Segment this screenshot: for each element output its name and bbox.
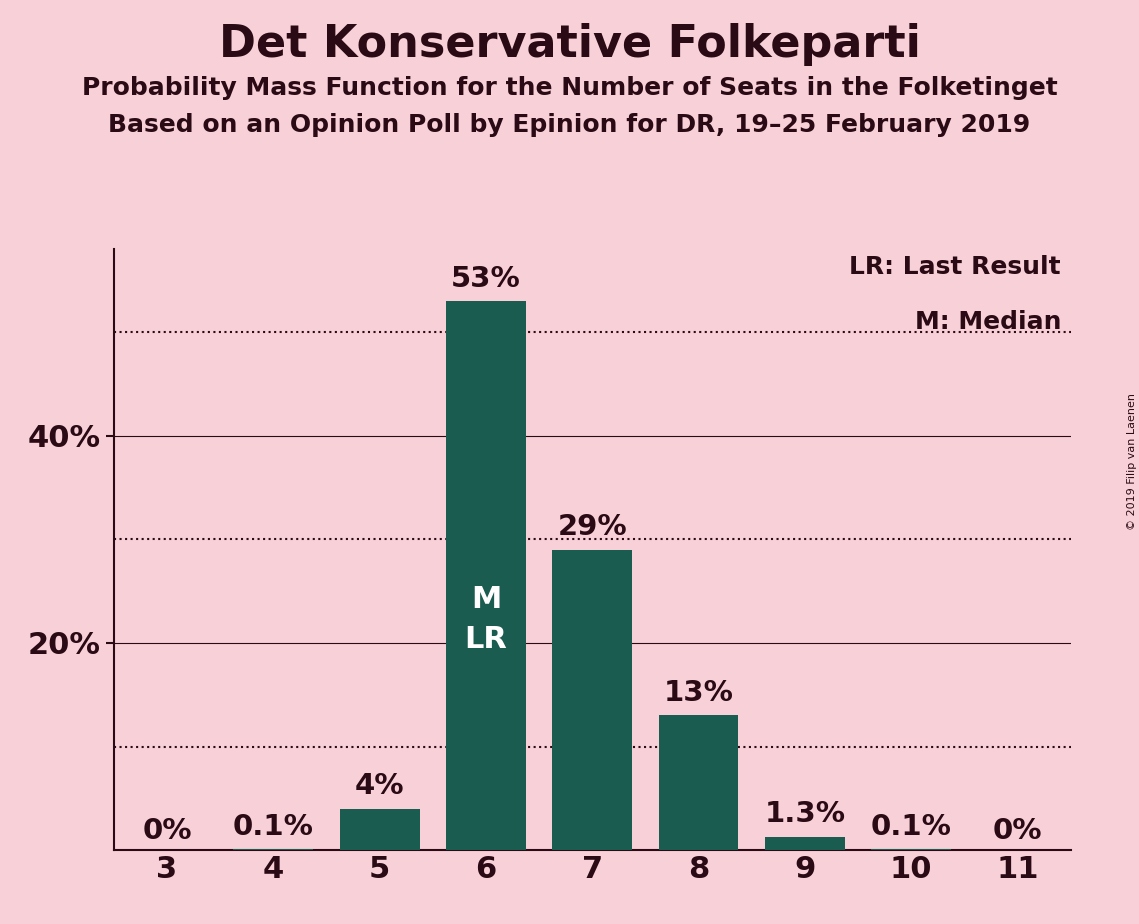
Text: 0%: 0% <box>142 817 191 845</box>
Bar <box>765 836 845 850</box>
Text: LR: Last Result: LR: Last Result <box>850 255 1062 279</box>
Bar <box>871 849 951 850</box>
Bar <box>446 301 526 850</box>
Bar <box>658 715 738 850</box>
Text: M: Median: M: Median <box>915 310 1062 334</box>
Text: 53%: 53% <box>451 265 521 293</box>
Bar <box>233 849 313 850</box>
Text: 0.1%: 0.1% <box>232 813 314 841</box>
Text: 0.1%: 0.1% <box>870 813 952 841</box>
Bar <box>552 550 632 850</box>
Text: 29%: 29% <box>557 514 628 541</box>
Text: 1.3%: 1.3% <box>764 800 845 828</box>
Text: Probability Mass Function for the Number of Seats in the Folketinget: Probability Mass Function for the Number… <box>82 76 1057 100</box>
Text: Based on an Opinion Poll by Epinion for DR, 19–25 February 2019: Based on an Opinion Poll by Epinion for … <box>108 113 1031 137</box>
Text: © 2019 Filip van Laenen: © 2019 Filip van Laenen <box>1126 394 1137 530</box>
Bar <box>339 808 419 850</box>
Text: Det Konservative Folkeparti: Det Konservative Folkeparti <box>219 23 920 67</box>
Text: 4%: 4% <box>355 772 404 800</box>
Text: M
LR: M LR <box>465 585 507 654</box>
Text: 0%: 0% <box>993 817 1042 845</box>
Text: 13%: 13% <box>664 679 734 707</box>
